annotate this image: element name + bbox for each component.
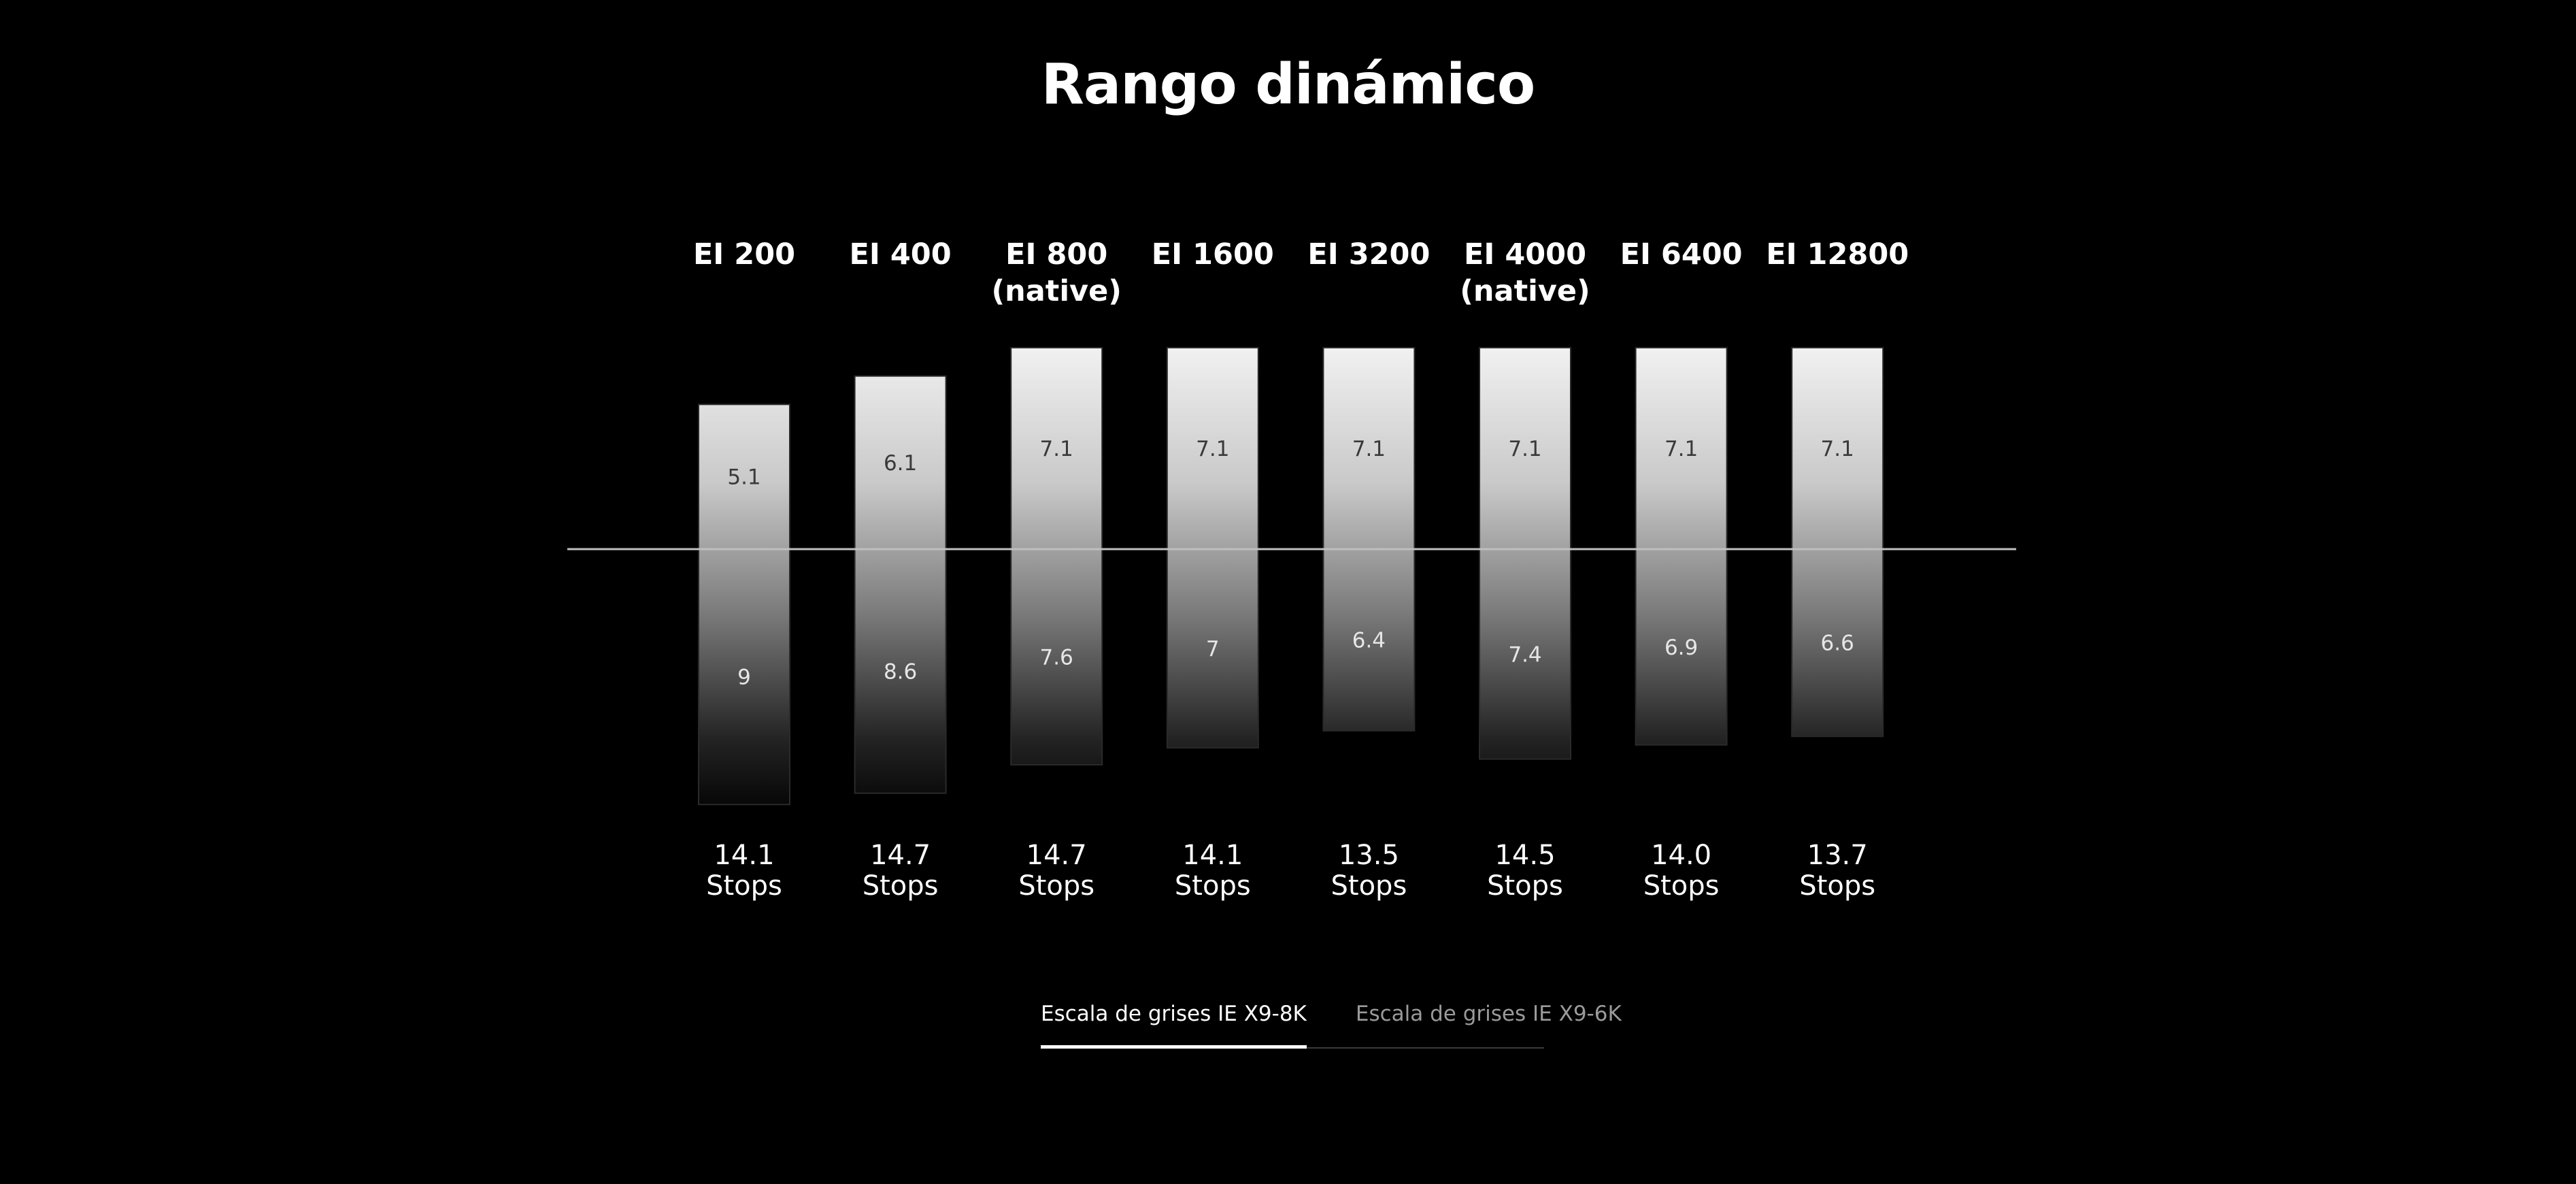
chart-title: Rango dinámico — [1041, 52, 1535, 117]
total-stops-label: 13.5 — [1339, 840, 1399, 871]
bar-1 — [698, 404, 790, 806]
bar-4 — [1166, 346, 1259, 749]
category-label: EI 1600 — [1152, 237, 1274, 272]
category-label: EI 12800 — [1766, 237, 1909, 272]
category-label: (native) — [991, 274, 1121, 308]
total-stops-label: Stops — [863, 870, 939, 902]
data-label-upper: 7.1 — [1040, 437, 1073, 461]
bar-7 — [1635, 346, 1728, 746]
total-stops-label: Stops — [706, 870, 782, 902]
bars-layer — [698, 346, 1884, 806]
data-label-lower: 9 — [737, 665, 751, 690]
total-stops-label: Stops — [1487, 870, 1563, 902]
total-stops-label: 13.7 — [1807, 840, 1868, 871]
bar-5 — [1322, 346, 1416, 731]
total-stops-label: 14.7 — [1026, 840, 1087, 871]
data-label-lower: 7.4 — [1508, 642, 1541, 667]
total-stops-label: Stops — [1799, 870, 1875, 902]
tab-grayscale-1[interactable]: Escala de grises IE X9-8K — [1041, 1004, 1307, 1049]
category-label: EI 6400 — [1620, 237, 1743, 272]
data-label-upper: 7.1 — [1196, 437, 1229, 461]
data-label-lower: 6.4 — [1352, 628, 1386, 653]
tab-bar: Escala de grises IE X9-8K Escala de grise… — [1041, 1004, 1622, 1049]
data-label-lower: 6.6 — [1821, 631, 1854, 656]
total-stops-label: 14.0 — [1651, 840, 1711, 871]
bar-6 — [1479, 346, 1571, 760]
category-label: (native) — [1460, 274, 1590, 308]
data-label-upper: 7.1 — [1508, 437, 1541, 461]
bar-8 — [1791, 346, 1884, 738]
bar-3 — [1010, 346, 1103, 766]
bar-2 — [854, 375, 947, 794]
total-stops-label: 14.7 — [870, 840, 931, 871]
data-label-lower: 6.9 — [1665, 636, 1698, 660]
data-label-lower: 7 — [1206, 637, 1220, 661]
total-stops-label: 14.1 — [1182, 840, 1243, 871]
total-stops-label: Stops — [1175, 870, 1251, 902]
data-label-upper: 7.1 — [1821, 437, 1854, 461]
category-label: EI 400 — [850, 237, 952, 272]
category-label: EI 4000 — [1464, 237, 1586, 272]
total-stops-label: Stops — [1018, 870, 1094, 902]
category-label: EI 800 — [1005, 237, 1107, 272]
category-label: EI 3200 — [1307, 237, 1430, 272]
total-stops-label: Stops — [1331, 870, 1407, 902]
data-label-upper: 5.1 — [727, 465, 760, 490]
data-label-upper: 7.1 — [1352, 437, 1386, 461]
data-label-lower: 7.6 — [1040, 645, 1073, 670]
tab-grayscale-2[interactable]: Escala de grises IE X9-6K — [1355, 1002, 1622, 1026]
data-label-upper: 7.1 — [1665, 437, 1698, 461]
data-label-lower: 8.6 — [884, 659, 917, 684]
total-stops-label: 14.5 — [1494, 840, 1555, 871]
total-stops-label: Stops — [1643, 870, 1720, 902]
category-label: EI 200 — [693, 237, 795, 272]
total-stops-label: 14.1 — [714, 840, 774, 871]
data-label-upper: 6.1 — [884, 451, 917, 476]
